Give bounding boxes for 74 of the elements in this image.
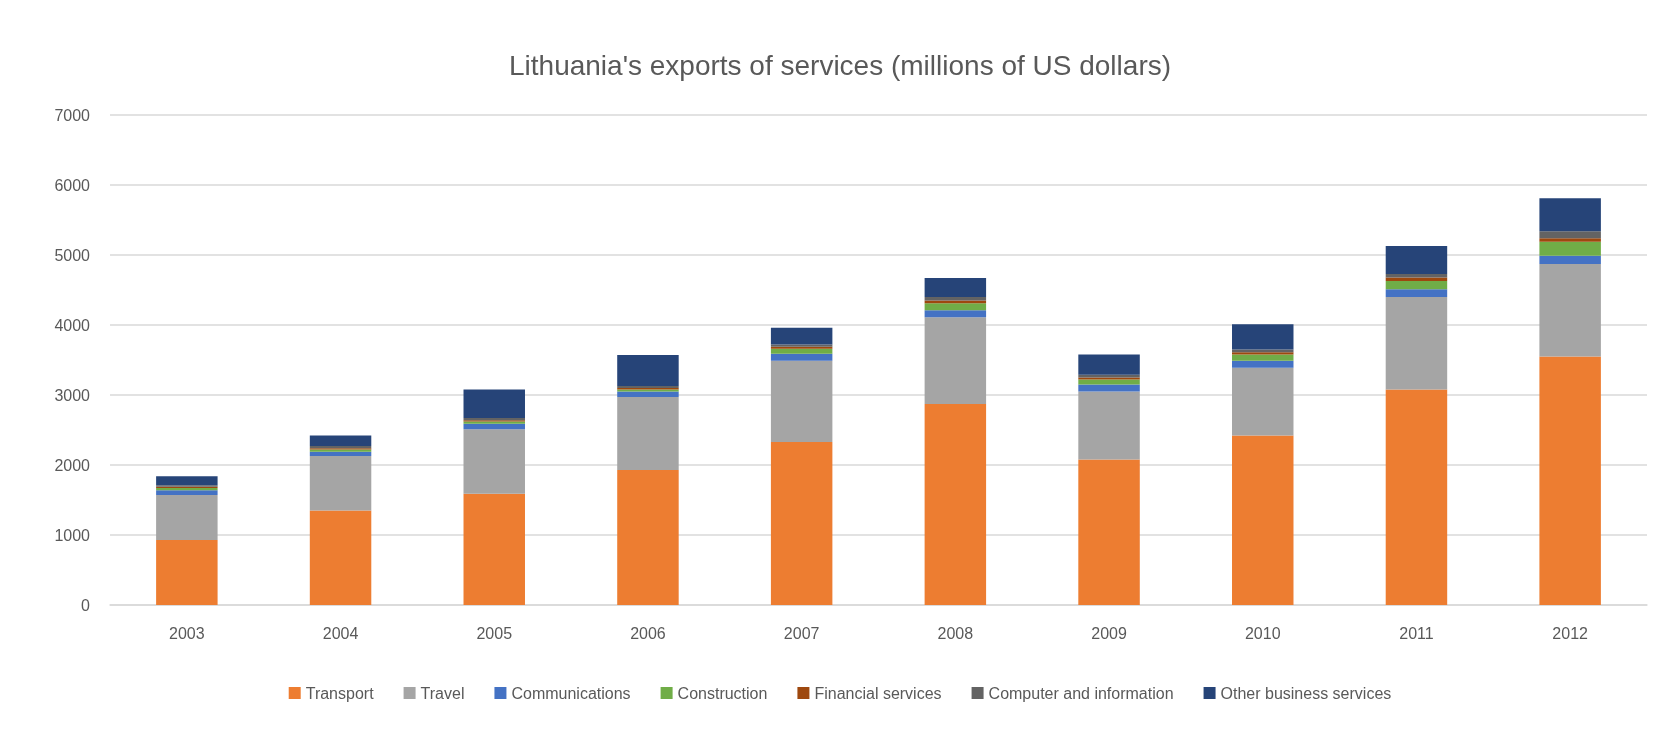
legend-label: Travel	[420, 684, 465, 702]
x-tick-label: 2004	[322, 624, 359, 642]
bar	[617, 469, 679, 605]
bar	[463, 493, 525, 605]
bar	[1078, 391, 1140, 460]
y-tick-label: 5000	[54, 246, 91, 264]
bar	[156, 539, 218, 605]
bar	[1385, 289, 1448, 297]
bar	[1232, 435, 1294, 605]
bar	[1232, 367, 1294, 436]
bar	[1539, 264, 1601, 357]
y-tick-label: 0	[81, 596, 91, 614]
bar	[1078, 459, 1140, 605]
bar	[463, 389, 525, 419]
bar	[770, 348, 833, 354]
bar	[1539, 255, 1601, 265]
y-tick-label: 6000	[54, 176, 91, 194]
bar	[770, 360, 833, 442]
x-tick-label: 2005	[476, 624, 513, 642]
x-tick-label: 2006	[630, 624, 666, 642]
bar	[1385, 277, 1448, 281]
legend-label: Transport	[305, 684, 375, 702]
legend-label: Other business services	[1220, 684, 1392, 702]
bar	[770, 353, 833, 361]
bar	[924, 310, 987, 318]
x-tick-label: 2007	[783, 624, 820, 642]
bar	[1385, 297, 1448, 390]
bar	[156, 495, 218, 540]
bar	[924, 303, 987, 311]
bar	[770, 441, 833, 605]
bar	[617, 355, 679, 386]
bar	[617, 397, 679, 470]
bar	[924, 317, 987, 405]
y-tick-label: 7000	[54, 106, 91, 124]
bar	[1232, 354, 1294, 361]
bar	[309, 510, 372, 605]
bar	[1078, 379, 1140, 385]
bar	[1385, 280, 1448, 290]
x-tick-label: 2009	[1091, 624, 1127, 642]
x-tick-label: 2012	[1552, 624, 1589, 642]
bar	[1539, 238, 1601, 242]
y-tick-label: 1000	[54, 526, 91, 544]
bar	[1385, 389, 1448, 605]
bar	[309, 451, 372, 456]
chart-title: Lithuania's exports of services (millions of US dollars)	[508, 49, 1172, 81]
x-tick-label: 2011	[1399, 624, 1434, 642]
bar	[924, 278, 987, 297]
y-tick-label: 3000	[54, 386, 91, 404]
legend-label: Construction	[677, 684, 768, 702]
y-tick-label: 2000	[54, 456, 91, 474]
bar	[1385, 245, 1448, 274]
bar	[770, 327, 833, 345]
x-tick-label: 2008	[937, 624, 974, 642]
legend-label: Communications	[511, 684, 631, 702]
legend-label: Financial services	[814, 684, 942, 702]
x-tick-label: 2010	[1244, 624, 1281, 642]
bar	[1232, 360, 1294, 368]
x-tick-label: 2003	[169, 624, 205, 642]
y-tick-label: 4000	[54, 316, 91, 334]
bar	[156, 490, 218, 496]
bar	[617, 391, 679, 398]
bar	[156, 476, 218, 486]
bar	[1232, 324, 1294, 350]
bar	[1539, 356, 1601, 605]
bar	[1078, 354, 1140, 375]
bar	[1539, 241, 1601, 256]
bar	[1539, 231, 1601, 239]
bar	[1078, 384, 1140, 392]
bar	[1539, 198, 1601, 232]
bar	[309, 455, 372, 511]
bar	[924, 404, 987, 605]
bar	[309, 435, 372, 447]
legend-label: Computer and information	[988, 684, 1174, 702]
bar	[463, 429, 525, 494]
